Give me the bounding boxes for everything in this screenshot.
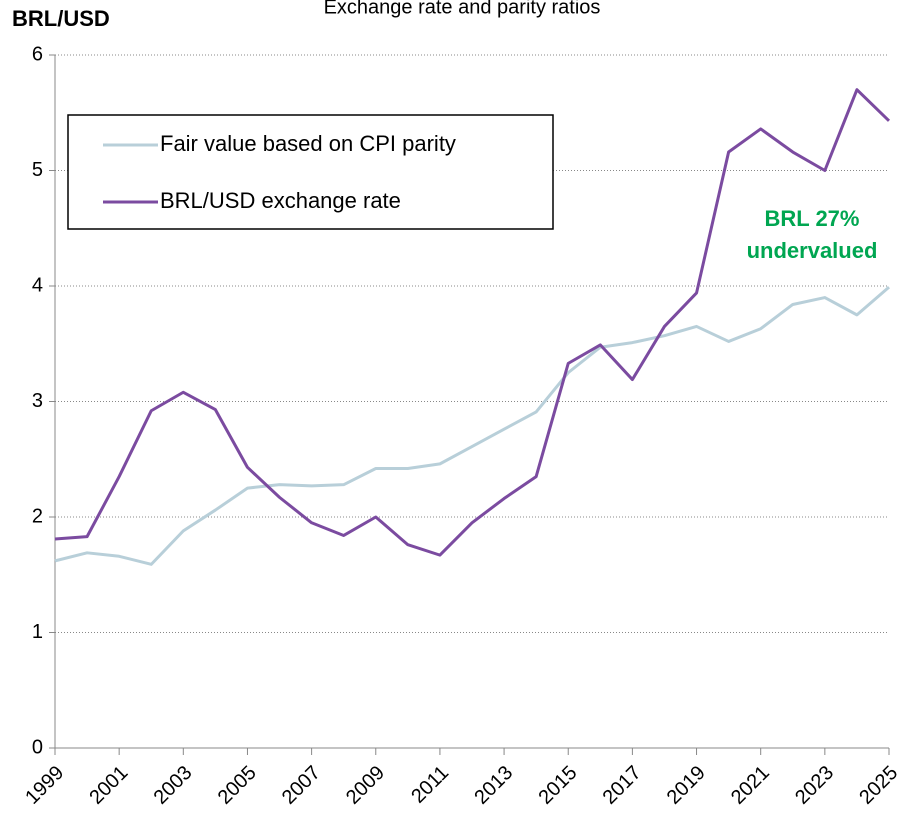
y-tick-label: 2 — [32, 505, 43, 527]
y-tick-label: 1 — [32, 621, 43, 643]
annotation: undervalued — [747, 238, 878, 263]
x-tick-label: 2003 — [150, 762, 197, 809]
line-series — [54, 286, 890, 566]
x-tick-label: 2023 — [791, 762, 838, 809]
x-tick-label: 2025 — [855, 762, 900, 809]
y-tick-label: 5 — [32, 159, 43, 181]
x-tick-label: 2009 — [342, 762, 389, 809]
y-tick-label: 6 — [32, 43, 43, 65]
x-tick-label: 2019 — [663, 762, 710, 809]
x-tick-label: 2011 — [407, 762, 453, 808]
line-series — [54, 88, 891, 557]
y-axis-label: BRL/USD — [12, 6, 110, 31]
legend-label: Fair value based on CPI parity — [160, 131, 456, 156]
x-tick-label: 2015 — [534, 762, 581, 809]
x-tick-label: 2001 — [85, 762, 132, 809]
y-tick-label: 4 — [32, 274, 43, 296]
x-tick-label: 2007 — [278, 762, 325, 809]
legend-box — [67, 114, 554, 230]
legend-label: BRL/USD exchange rate — [160, 188, 401, 213]
x-tick-label: 2017 — [599, 762, 646, 809]
x-tick-label: 1999 — [21, 762, 68, 809]
y-tick-label: 3 — [32, 390, 43, 412]
y-tick-label: 0 — [32, 736, 43, 758]
x-tick-label: 2013 — [470, 762, 517, 809]
x-tick-label: 2021 — [727, 762, 774, 809]
x-tick-label: 2005 — [214, 762, 261, 809]
annotation: BRL 27% — [765, 206, 860, 231]
chart-title: Exchange rate and parity ratios — [324, 0, 601, 18]
